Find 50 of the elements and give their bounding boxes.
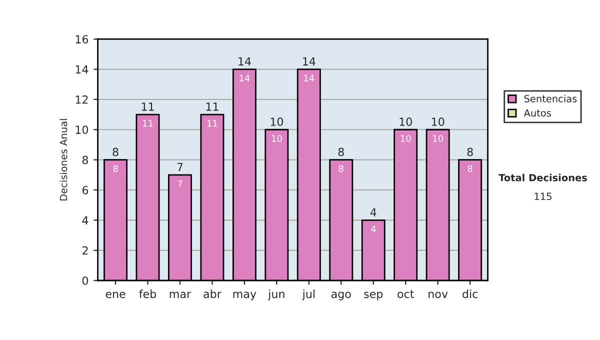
data-label: 8 [468,165,472,172]
total-label: 8 [112,148,118,156]
data-label: 11 [143,120,153,127]
total-label: 10 [400,118,412,126]
total-label: 7 [177,162,183,172]
total-label: 14 [238,57,251,66]
legend-label: Sentencias [524,94,577,102]
total-label: 11 [142,102,154,111]
x-tick-label: dic [462,290,478,298]
y-axis-title: Decisiones Anual [60,119,68,200]
total-label: 8 [338,148,344,156]
data-label: 14 [304,74,314,82]
x-tick-label: nov [428,292,448,298]
y-tick-label: 2 [82,246,88,255]
x-tick-label: feb [139,290,156,298]
data-label: 8 [113,165,118,172]
x-tick-label: oct [398,290,414,298]
x-tick-label: jun [268,290,284,300]
x-tick-label: may [233,292,256,300]
data-label: 8 [338,165,344,172]
x-tick-label: jul [302,290,314,300]
text: Total Decisiones [498,174,587,182]
total-label: 11 [206,102,218,111]
y-tick-label: 8 [82,156,88,164]
total-label: 10 [432,118,444,126]
data-label: 10 [272,135,282,142]
data-label: 4 [370,226,376,232]
total-label: 14 [303,57,316,66]
total-label: 8 [467,148,473,156]
x-tick-label: mar [170,292,192,298]
data-label: 7 [178,180,182,188]
data-label: 11 [207,120,218,127]
data-label: 14 [240,74,250,82]
x-tick-label: abr [204,290,222,298]
text: 115 [534,192,552,200]
y-tick-label: 12 [76,95,88,104]
legend-label: Autos [524,109,551,117]
x-tick-label: ago [331,292,351,300]
y-tick-label: 14 [76,65,88,74]
total-label: 10 [270,118,284,126]
y-tick-label: 4 [82,216,88,224]
x-tick-label: ene [106,292,126,298]
data-label: 10 [400,135,411,142]
data-label: 10 [433,135,443,142]
y-tick-label: 0 [82,276,88,285]
y-tick-label: 6 [82,186,88,194]
y-tick-label: 10 [76,126,88,134]
y-tick-label: 16 [76,35,88,44]
x-tick-label: sep [364,292,383,300]
total-label: 4 [370,208,376,216]
